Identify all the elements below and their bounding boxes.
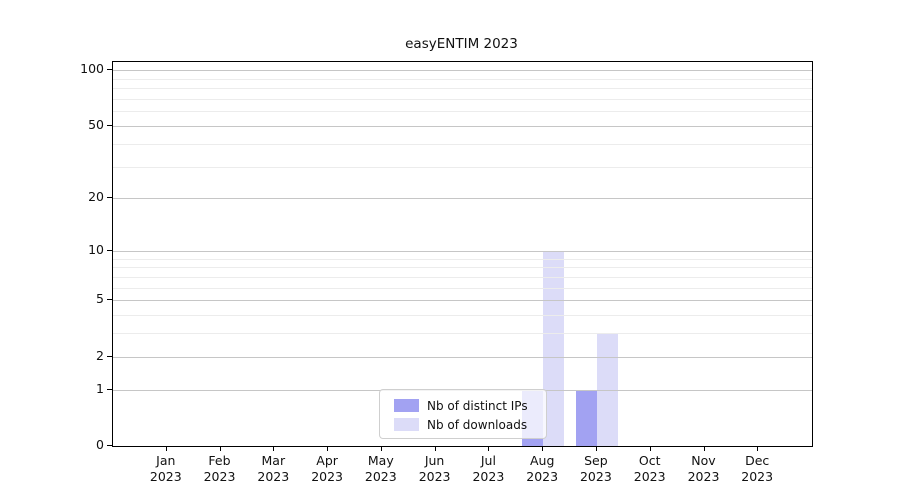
x-tick-label-9: Oct 2023 — [633, 453, 666, 484]
legend-row-downloads: Nb of downloads — [394, 415, 536, 434]
y-tick-100 — [107, 69, 112, 71]
x-tick-label-1: Feb 2023 — [203, 453, 236, 484]
bar-downloads-7 — [543, 250, 565, 446]
x-tick-label-5: Jun 2023 — [418, 453, 451, 484]
y-tick-label-1: 1 — [96, 380, 104, 396]
x-tick-5 — [434, 446, 436, 451]
y-tick-label-2: 2 — [96, 347, 104, 363]
x-tick-label-11: Dec 2023 — [741, 453, 774, 484]
gridline-minor-9 — [113, 258, 812, 260]
gridline-minor-70 — [113, 99, 812, 101]
legend-swatch-distinct-ips — [394, 399, 419, 412]
x-tick-10 — [703, 446, 705, 451]
gridline-minor-4 — [113, 315, 812, 316]
y-tick-label-100: 100 — [80, 61, 104, 77]
y-tick-5 — [107, 299, 112, 301]
y-tick-20 — [107, 197, 112, 199]
x-tick-8 — [595, 446, 597, 451]
y-tick-label-5: 5 — [96, 291, 104, 307]
x-tick-6 — [488, 446, 490, 451]
y-tick-label-20: 20 — [88, 189, 104, 205]
y-tick-50 — [107, 125, 112, 126]
bar-ips-8 — [575, 389, 597, 446]
gridline-minor-40 — [113, 143, 812, 145]
gridline-50 — [113, 126, 812, 127]
chart-title: easyENTIM 2023 — [405, 36, 518, 52]
x-tick-label-8: Sep 2023 — [579, 453, 612, 484]
x-tick-7 — [542, 446, 544, 451]
y-tick-label-10: 10 — [88, 241, 104, 257]
legend: Nb of distinct IPs Nb of downloads — [379, 389, 547, 439]
gridline-10 — [113, 250, 812, 252]
y-tick-2 — [107, 355, 112, 357]
gridline-minor-90 — [113, 78, 812, 80]
x-tick-label-7: Aug 2023 — [526, 453, 559, 484]
gridline-minor-60 — [113, 111, 812, 113]
x-tick-label-4: May 2023 — [364, 453, 397, 484]
legend-swatch-downloads — [394, 418, 419, 431]
x-tick-11 — [757, 446, 759, 451]
gridline-2 — [113, 356, 812, 358]
x-tick-0 — [165, 446, 167, 451]
y-tick-label-50: 50 — [88, 117, 104, 132]
x-tick-label-6: Jul 2023 — [472, 453, 505, 484]
gridline-minor-6 — [113, 287, 812, 289]
bar-downloads-8 — [596, 333, 618, 446]
x-tick-label-3: Apr 2023 — [311, 453, 343, 484]
x-tick-1 — [219, 446, 221, 451]
gridline-20 — [113, 198, 812, 200]
x-tick-9 — [649, 446, 651, 451]
y-tick-1 — [107, 388, 112, 390]
x-tick-label-0: Jan 2023 — [149, 453, 182, 484]
gridline-minor-8 — [113, 267, 812, 269]
y-tick-0 — [107, 445, 112, 446]
x-tick-label-2: Mar 2023 — [257, 453, 290, 484]
x-tick-4 — [380, 446, 382, 451]
y-tick-10 — [107, 249, 112, 251]
gridline-minor-3 — [113, 333, 812, 335]
gridline-5 — [113, 300, 812, 302]
legend-label-distinct-ips: Nb of distinct IPs — [427, 398, 528, 413]
plot-area: Nb of distinct IPs Nb of downloads — [112, 61, 813, 447]
x-tick-3 — [327, 446, 329, 451]
x-tick-2 — [273, 446, 275, 451]
gridline-minor-30 — [113, 166, 812, 168]
gridline-100 — [113, 70, 812, 72]
x-tick-label-10: Nov 2023 — [687, 453, 720, 484]
legend-label-downloads: Nb of downloads — [427, 417, 528, 432]
legend-row-distinct-ips: Nb of distinct IPs — [394, 396, 536, 415]
gridline-minor-80 — [113, 88, 812, 90]
y-tick-label-0: 0 — [96, 437, 104, 452]
gridline-minor-7 — [113, 276, 812, 278]
